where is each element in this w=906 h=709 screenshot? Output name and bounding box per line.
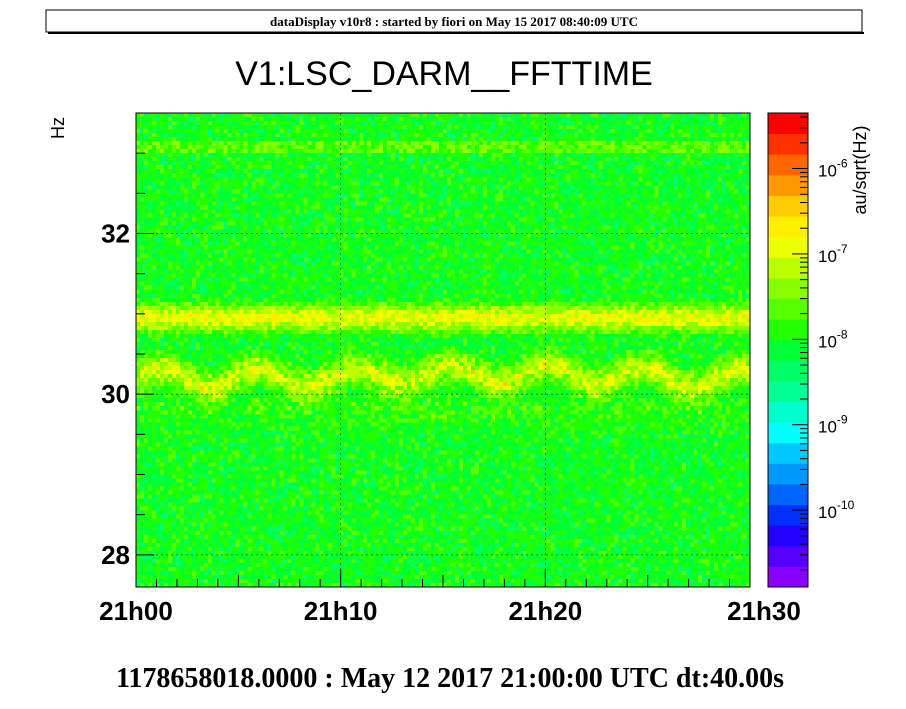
colorbar-swatch [768, 319, 808, 341]
x-tick-label: 21h00 [99, 596, 173, 626]
x-axis: 21h00 21h10 21h20 21h30 [99, 569, 801, 626]
colorbar-tick-label: 10-6 [818, 157, 848, 181]
colorbar-swatch [768, 525, 808, 547]
page-title: V1:LSC_DARM__FFTTIME [235, 55, 653, 93]
colorbar-swatch [768, 113, 808, 135]
colorbar-swatch [768, 463, 808, 485]
colorbar-swatch [768, 277, 808, 299]
colorbar-swatch [768, 154, 808, 176]
x-tick-label: 21h20 [508, 596, 582, 626]
grid-lines [136, 113, 750, 587]
colorbar-swatch [768, 236, 808, 258]
colorbar-swatch [768, 504, 808, 526]
colorbar-label: au/sqrt(Hz) [850, 125, 870, 214]
colorbar-swatch [768, 174, 808, 196]
colorbar-swatch [768, 195, 808, 217]
y-tick-label: 32 [101, 219, 130, 249]
colorbar-frame [767, 112, 809, 588]
header-text: dataDisplay v10r8 : started by fiori on … [270, 14, 638, 29]
colorbar-swatch [768, 298, 808, 320]
spectrogram-heatmap [136, 113, 750, 587]
colorbar-swatch [768, 360, 808, 382]
colorbar-tick-label: 10-10 [818, 498, 855, 522]
colorbar-swatch [768, 545, 808, 567]
colorbar-tick-label: 10-9 [818, 413, 848, 437]
colorbar-swatch [768, 483, 808, 506]
x-tick-label: 21h30 [727, 596, 801, 626]
header-shadow [48, 32, 864, 34]
colorbar-swatch [768, 133, 808, 155]
x-tick-label: 21h10 [304, 596, 378, 626]
colorbar-swatch [768, 442, 808, 464]
colorbar: 10-10 10-9 10-8 10-7 10-6 [767, 112, 855, 588]
y-axis-label: Hz [48, 117, 68, 139]
heatmap-image [136, 113, 750, 587]
colorbar-swatch [768, 566, 808, 588]
colorbar-swatch [768, 422, 808, 444]
colorbar-swatch [768, 401, 808, 423]
colorbar-tick-label: 10-8 [818, 327, 848, 351]
colorbar-swatch [768, 380, 808, 403]
colorbar-swatch [768, 257, 808, 279]
footer-text: 1178658018.0000 : May 12 2017 21:00:00 U… [116, 663, 784, 694]
y-tick-label: 28 [101, 540, 130, 570]
colorbar-tick-label: 10-7 [818, 242, 848, 266]
colorbar-swatch [768, 339, 808, 361]
colorbar-swatch [768, 216, 808, 238]
y-tick-label: 30 [101, 379, 130, 409]
y-axis: 28 30 32 [101, 152, 154, 570]
